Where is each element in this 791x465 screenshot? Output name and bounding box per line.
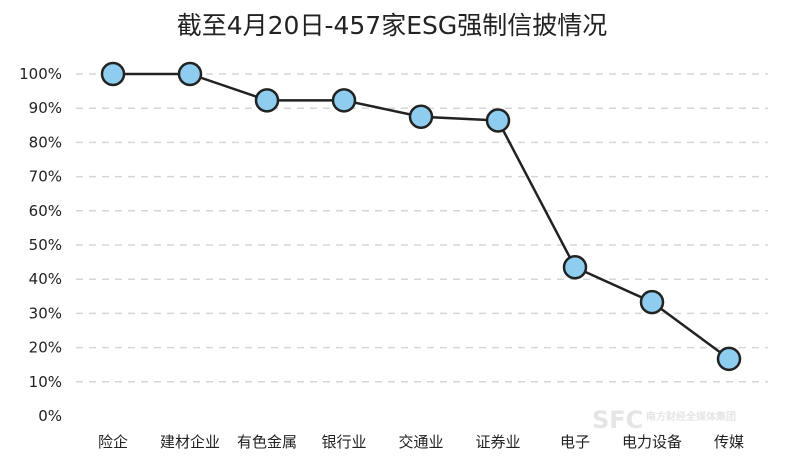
y-axis-ticks: 0% 10% 20% 30% 40% 50% 60% 70% 80% 90% 100%	[19, 65, 62, 425]
y-tick-label: 60%	[29, 202, 62, 220]
data-point	[639, 289, 665, 315]
watermark: SFC 南方财经全媒体集团	[592, 406, 736, 434]
data-point	[100, 61, 126, 87]
x-axis-ticks: 险企 建材企业 有色金属 银行业 交通业 证券业 电子 电力设备 传媒	[98, 433, 744, 451]
y-tick-label: 90%	[29, 99, 62, 117]
x-tick-label: 有色金属	[237, 433, 297, 451]
chart-title: 截至4月20日-457家ESG强制信披情况	[177, 11, 608, 40]
data-point	[254, 88, 280, 113]
x-tick-label: 交通业	[398, 433, 443, 451]
y-tick-label: 50%	[29, 236, 62, 254]
y-tick-label: 40%	[29, 270, 62, 288]
x-tick-label: 证券业	[475, 433, 520, 451]
y-tick-label: 10%	[29, 373, 62, 391]
y-tick-label: 30%	[29, 304, 62, 322]
watermark-logo: SFC	[592, 406, 643, 434]
data-point	[716, 346, 742, 372]
x-tick-label: 险企	[98, 433, 128, 451]
x-tick-label: 银行业	[321, 433, 366, 451]
data-point	[177, 61, 203, 87]
data-points	[100, 61, 742, 372]
x-tick-label: 传媒	[714, 433, 744, 451]
x-tick-label: 建材企业	[160, 433, 220, 451]
data-point	[562, 254, 588, 280]
data-point	[331, 88, 357, 113]
y-tick-label: 20%	[29, 339, 62, 357]
data-point	[408, 104, 434, 129]
data-point	[485, 108, 511, 133]
x-tick-label: 电力设备	[622, 433, 682, 451]
x-tick-label: 电子	[560, 433, 590, 451]
y-tick-label: 80%	[29, 133, 62, 151]
y-tick-label: 100%	[19, 65, 62, 83]
watermark-subtitle: 南方财经全媒体集团	[646, 410, 736, 423]
y-tick-label: 70%	[29, 168, 62, 186]
y-tick-label: 0%	[38, 407, 62, 425]
